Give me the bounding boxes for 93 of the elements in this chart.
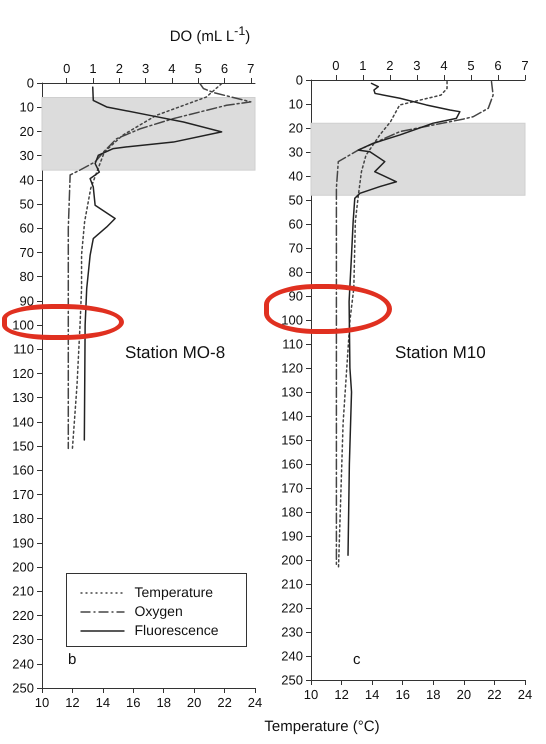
x2-tick-label: 2	[386, 58, 394, 73]
x-tick-label: 14	[96, 695, 110, 710]
y-tick-label: 240	[12, 656, 34, 672]
y-tick-label: 180	[12, 511, 34, 526]
x-tick-label: 20	[186, 695, 202, 710]
y-tick-label: 20	[288, 120, 303, 136]
x2-tick-label: 6	[494, 58, 502, 73]
y-tick-label: 0	[26, 76, 34, 90]
y-tick-label: 60	[20, 220, 34, 236]
y-tick-label: 170	[12, 486, 34, 502]
legend-label: Temperature	[134, 584, 214, 600]
x-tick-label: 18	[156, 695, 171, 710]
x-tick-label: 22	[487, 687, 502, 702]
y-tick-label: 150	[281, 432, 303, 448]
y-tick-label: 240	[281, 648, 303, 664]
y-tick-label: 40	[20, 172, 34, 188]
y-tick-label: 120	[12, 366, 34, 381]
y-tick-label: 100	[12, 318, 34, 332]
y-tick-label: 200	[12, 560, 34, 574]
y-tick-label: 170	[281, 480, 303, 496]
annotation: c	[353, 651, 361, 668]
y-tick-label: 50	[20, 196, 34, 212]
annotation: b	[68, 651, 76, 668]
y-tick-label: 110	[13, 342, 34, 357]
x2-axis-title: DO (mL L$^{-1}$)	[170, 24, 250, 45]
x2-tick-label: 4	[440, 58, 448, 73]
y-tick-label: 190	[281, 528, 303, 544]
x2-tick-label: 7	[521, 58, 529, 73]
y-tick-label: 70	[20, 244, 34, 260]
y-tick-label: 120	[281, 360, 303, 376]
annotation: Station M10	[395, 343, 486, 362]
x-tick-label: 14	[364, 687, 380, 702]
y-tick-label: 30	[20, 148, 34, 164]
x-tick-label: 18	[426, 687, 441, 702]
x2-tick-label: 1	[359, 58, 366, 73]
x2-tick-label: 0	[332, 58, 340, 73]
x-tick-label: 16	[395, 687, 410, 702]
y-tick-label: 200	[281, 552, 303, 568]
x-tick-label: 10	[304, 687, 318, 702]
y-tick-label: 10	[20, 100, 34, 115]
x2-tick-label: 3	[413, 58, 421, 73]
y-tick-label: 160	[281, 456, 303, 472]
x-tick-label: 22	[217, 695, 232, 710]
x-tick-label: 10	[34, 695, 50, 710]
y-tick-label: 250	[281, 672, 303, 688]
x-tick-label: 12	[65, 695, 80, 710]
y-tick-label: 50	[288, 192, 303, 208]
y-tick-label: 160	[12, 462, 34, 478]
y-tick-label: 220	[12, 608, 34, 623]
y-tick-label: 140	[12, 414, 34, 430]
x-tick-label: 12	[334, 687, 349, 702]
legend-label: Oxygen	[134, 603, 183, 619]
y-tick-label: 130	[12, 390, 34, 406]
x2-tick-label: 4	[168, 61, 176, 76]
annotation: Station MO-8	[125, 343, 226, 362]
y-tick-label: 250	[12, 680, 34, 696]
y-tick-label: 0	[296, 72, 303, 88]
y-tick-label: 30	[288, 144, 303, 160]
y-tick-label: 220	[281, 600, 303, 616]
y-tick-label: 150	[12, 438, 34, 454]
y-tick-label: 230	[281, 624, 303, 640]
x2-tick-label: 7	[247, 61, 254, 76]
y-tick-label: 210	[12, 584, 34, 599]
y-tick-label: 110	[282, 336, 303, 352]
y-tick-label: 130	[281, 384, 303, 400]
y-tick-label: 80	[288, 264, 303, 280]
x2-tick-label: 5	[467, 58, 475, 73]
y-tick-label: 60	[288, 216, 303, 232]
y-tick-label: 70	[288, 240, 303, 256]
y-tick-label: 90	[20, 293, 34, 308]
x-tick-label: 20	[456, 687, 472, 702]
x2-tick-label: 1	[89, 61, 97, 76]
x2-tick-label: 0	[63, 61, 70, 76]
x-tick-label: 16	[126, 695, 141, 710]
x-tick-label: 24	[518, 687, 532, 702]
y-tick-label: 90	[288, 288, 303, 304]
y-tick-label: 100	[281, 312, 303, 328]
y-tick-label: 190	[12, 535, 34, 550]
x2-tick-label: 2	[116, 61, 123, 76]
x-axis-title: Temperature (°C)	[264, 718, 380, 735]
y-tick-label: 180	[281, 504, 303, 520]
y-tick-label: 140	[281, 408, 303, 424]
y-tick-label: 230	[12, 632, 34, 648]
x2-tick-label: 5	[194, 61, 202, 76]
y-tick-label: 20	[20, 124, 34, 139]
x2-tick-label: 3	[142, 61, 150, 76]
y-tick-label: 40	[288, 168, 303, 184]
y-tick-label: 10	[288, 96, 303, 112]
y-tick-label: 210	[281, 576, 303, 592]
y-tick-label: 80	[20, 269, 34, 284]
x2-tick-label: 6	[220, 61, 228, 76]
x-tick-label: 24	[248, 695, 262, 710]
legend-label: Fluorescence	[134, 622, 219, 638]
